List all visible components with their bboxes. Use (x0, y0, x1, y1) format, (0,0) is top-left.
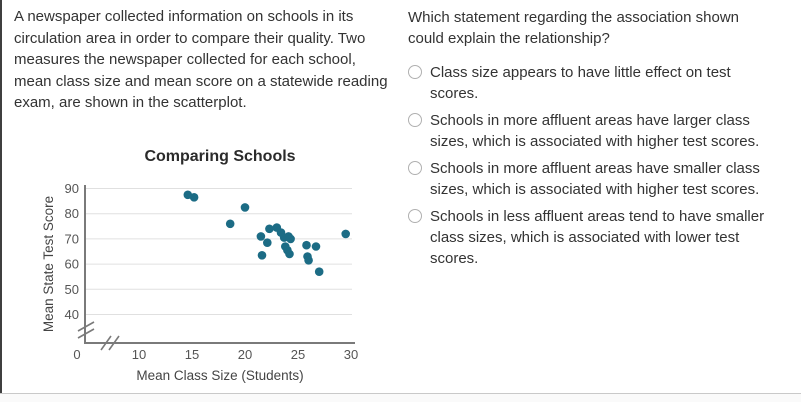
data-point (302, 240, 311, 250)
scatterplot-svg: 40 50 60 70 80 90 0 10 15 20 25 30 Mean State Test … (41, 181, 359, 383)
data-point (304, 256, 313, 265)
y-tick-label: 70 (65, 231, 79, 246)
data-point (265, 224, 274, 234)
page-left-border (0, 0, 2, 393)
radio-button-4[interactable] (408, 209, 422, 223)
data-point (314, 267, 324, 276)
y-tick-label: 40 (65, 307, 79, 322)
radio-button-2[interactable] (408, 113, 422, 127)
answer-option-1[interactable]: Class size appears to have little effect… (408, 62, 780, 104)
answer-option-2[interactable]: Schools in more affluent areas have larg… (408, 110, 780, 152)
option-label-1: Class size appears to have little effect… (430, 64, 731, 102)
question-panel: Which statement regarding the associatio… (408, 7, 780, 275)
radio-button-3[interactable] (408, 161, 422, 175)
y-axis-break-icon (77, 321, 95, 339)
x-axis-label: Mean Class Size (Students) (136, 368, 303, 383)
bottom-strip (0, 394, 801, 402)
y-tick-label: 60 (65, 257, 79, 272)
x-tick-label: 30 (344, 347, 358, 362)
x-axis-break-icon (100, 335, 120, 351)
data-point (256, 232, 266, 241)
tick-labels: 40 50 60 70 80 90 0 10 15 20 25 30 (65, 181, 359, 362)
option-label-3: Schools in more affluent areas have smal… (430, 160, 760, 198)
x-tick-label: 0 (73, 347, 80, 362)
x-tick-label: 10 (132, 347, 146, 362)
data-point (285, 249, 294, 259)
data-points (183, 190, 351, 276)
y-axis-label: Mean State Test Score (41, 196, 56, 332)
data-point (286, 234, 295, 244)
scatterplot-chart: Comparing Schools 40 50 60 70 80 90 0 10 15 20 25 3… (40, 140, 370, 396)
chart-title: Comparing Schools (144, 148, 296, 165)
options-list: Class size appears to have little effect… (408, 62, 780, 269)
data-point (263, 238, 272, 247)
y-tick-label: 80 (65, 206, 79, 221)
y-tick-label: 90 (65, 181, 79, 196)
data-point (189, 193, 199, 202)
bottom-divider (0, 393, 801, 394)
option-label-4: Schools in less affluent areas tend to h… (430, 208, 765, 267)
data-point (240, 203, 250, 212)
x-tick-label: 25 (291, 347, 305, 362)
data-point (341, 229, 351, 239)
data-point (257, 251, 267, 260)
gridlines (85, 188, 352, 315)
intro-paragraph: A newspaper collected information on sch… (14, 8, 388, 111)
data-point (311, 242, 321, 251)
radio-button-1[interactable] (408, 65, 422, 79)
x-tick-label: 20 (238, 347, 252, 362)
question-text: Which statement regarding the associatio… (408, 9, 740, 47)
answer-option-3[interactable]: Schools in more affluent areas have smal… (408, 158, 780, 200)
answer-option-4[interactable]: Schools in less affluent areas tend to h… (408, 206, 780, 269)
y-tick-label: 50 (65, 282, 79, 297)
data-point (225, 219, 235, 229)
option-label-2: Schools in more affluent areas have larg… (430, 112, 760, 150)
x-tick-label: 15 (185, 347, 199, 362)
